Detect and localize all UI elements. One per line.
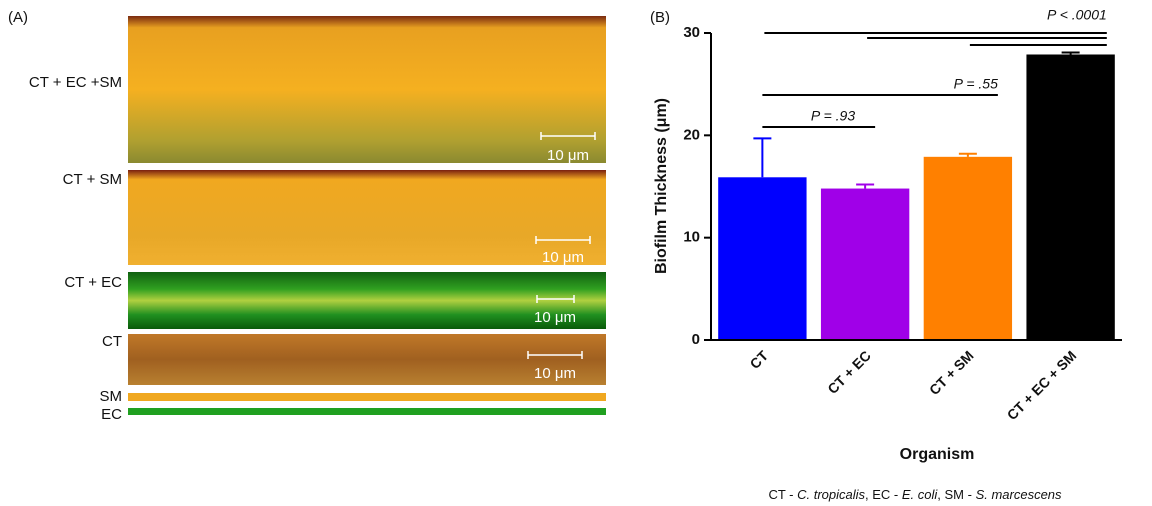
y-axis-label: Biofilm Thickness (μm) xyxy=(653,98,670,274)
footnote-part: S. marcescens xyxy=(976,487,1062,502)
x-tick-label: CT + EC xyxy=(824,347,874,397)
x-tick-label: CT xyxy=(747,347,772,372)
bar xyxy=(923,156,1013,340)
panel-label: (A) xyxy=(8,9,28,26)
footnote-part: , EC - xyxy=(865,487,902,502)
significance-label: P = .55 xyxy=(954,76,998,92)
footnote-part: CT - xyxy=(768,487,797,502)
micrograph xyxy=(128,408,606,415)
error-bar xyxy=(856,183,875,189)
panel-label: (B) xyxy=(650,9,670,26)
y-tick-label: 20 xyxy=(683,126,700,143)
significance-label: P < .0001 xyxy=(1047,7,1107,23)
bar xyxy=(718,177,807,340)
significance-label: P = .93 xyxy=(811,108,855,124)
scale-bar xyxy=(536,295,575,303)
error-bar xyxy=(958,152,977,157)
footnote: CT - C. tropicalis, EC - E. coli, SM - S… xyxy=(768,487,1062,502)
scale-bar xyxy=(535,236,591,244)
row-label: CT + EC +SM xyxy=(29,74,122,91)
row-label: SM xyxy=(100,388,123,405)
scale-label: 10 μm xyxy=(547,147,589,164)
footnote-part: E. coli xyxy=(902,487,939,502)
scale-label: 10 μm xyxy=(542,249,584,266)
scale-label: 10 μm xyxy=(534,309,576,326)
error-bar xyxy=(753,137,772,178)
scale-bar xyxy=(527,351,583,359)
error-bar xyxy=(1061,51,1080,55)
bar xyxy=(820,188,910,340)
bar xyxy=(1026,54,1115,341)
x-tick-label: CT + SM xyxy=(926,347,977,398)
scale-bars xyxy=(527,132,596,359)
footnote-part: C. tropicalis xyxy=(797,487,865,502)
micrograph xyxy=(128,272,606,329)
micrograph xyxy=(128,170,606,265)
micrograph xyxy=(128,16,606,163)
x-tick-label: CT + EC + SM xyxy=(1004,347,1080,423)
x-axis-label: Organism xyxy=(900,446,975,463)
row-label: CT xyxy=(102,333,122,350)
scale-label: 10 μm xyxy=(534,365,576,382)
row-label: CT + SM xyxy=(63,171,122,188)
micrograph xyxy=(128,334,606,385)
row-label: CT + EC xyxy=(64,274,122,291)
micrograph xyxy=(128,393,606,401)
footnote-part: , SM - xyxy=(937,487,975,502)
y-tick-label: 30 xyxy=(683,24,700,41)
scale-bar xyxy=(540,132,596,140)
y-tick-label: 0 xyxy=(692,331,700,348)
y-tick-label: 10 xyxy=(683,229,700,246)
row-label: EC xyxy=(101,406,122,423)
